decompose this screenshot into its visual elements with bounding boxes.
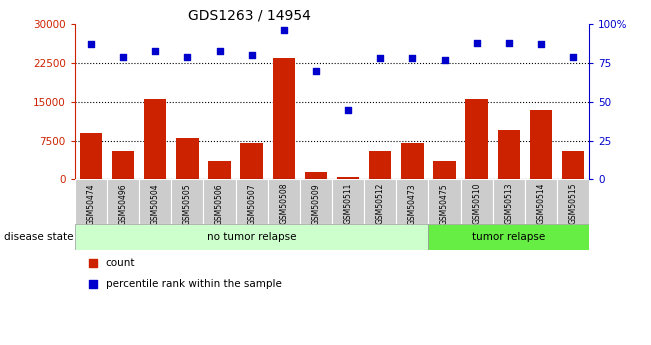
Bar xyxy=(530,110,552,179)
Bar xyxy=(107,179,139,224)
Point xyxy=(311,68,321,73)
Bar xyxy=(332,179,364,224)
Text: GSM50474: GSM50474 xyxy=(87,183,96,225)
Bar xyxy=(300,179,332,224)
Point xyxy=(471,40,482,46)
Text: GSM50509: GSM50509 xyxy=(311,183,320,225)
Text: no tumor relapse: no tumor relapse xyxy=(207,232,296,242)
Text: GSM50505: GSM50505 xyxy=(183,183,192,225)
Text: GDS1263 / 14954: GDS1263 / 14954 xyxy=(188,9,311,23)
Bar xyxy=(401,143,424,179)
Bar xyxy=(434,161,456,179)
Bar xyxy=(139,179,171,224)
Point xyxy=(375,56,385,61)
Text: GSM50510: GSM50510 xyxy=(472,183,481,225)
Bar xyxy=(557,179,589,224)
Bar xyxy=(428,179,461,224)
Text: GSM50508: GSM50508 xyxy=(279,183,288,225)
Bar xyxy=(75,179,107,224)
Text: tumor relapse: tumor relapse xyxy=(472,232,546,242)
Text: GSM50496: GSM50496 xyxy=(118,183,128,225)
Bar xyxy=(465,99,488,179)
Bar xyxy=(396,179,428,224)
Bar xyxy=(171,179,203,224)
Bar xyxy=(562,151,585,179)
Bar xyxy=(525,179,557,224)
Point xyxy=(568,54,578,59)
Text: GSM50514: GSM50514 xyxy=(536,183,546,225)
Text: GSM50515: GSM50515 xyxy=(568,183,577,225)
Bar xyxy=(428,224,589,250)
Point xyxy=(182,54,193,59)
Text: GSM50512: GSM50512 xyxy=(376,183,385,224)
Bar xyxy=(305,172,327,179)
Bar xyxy=(208,161,230,179)
Bar xyxy=(236,179,268,224)
Bar xyxy=(497,130,520,179)
Point xyxy=(490,168,501,174)
Bar xyxy=(461,179,493,224)
Point xyxy=(247,52,257,58)
Bar xyxy=(79,133,102,179)
Bar xyxy=(369,151,391,179)
Text: GSM50506: GSM50506 xyxy=(215,183,224,225)
Point xyxy=(150,48,160,53)
Bar xyxy=(268,179,300,224)
Point xyxy=(504,40,514,46)
Bar xyxy=(75,224,428,250)
Text: percentile rank within the sample: percentile rank within the sample xyxy=(105,279,282,289)
Bar xyxy=(493,179,525,224)
Point xyxy=(536,41,546,47)
Bar xyxy=(240,143,263,179)
Text: GSM50473: GSM50473 xyxy=(408,183,417,225)
Point xyxy=(118,54,128,59)
Point xyxy=(343,107,353,112)
Point xyxy=(439,57,450,62)
Text: GSM50504: GSM50504 xyxy=(151,183,159,225)
Bar xyxy=(364,179,396,224)
Text: disease state: disease state xyxy=(4,232,74,242)
Bar xyxy=(176,138,199,179)
Text: GSM50507: GSM50507 xyxy=(247,183,256,225)
Point xyxy=(407,56,417,61)
Text: GSM50475: GSM50475 xyxy=(440,183,449,225)
Point xyxy=(214,48,225,53)
Bar xyxy=(337,177,359,179)
Text: GSM50511: GSM50511 xyxy=(344,183,353,224)
Point xyxy=(279,28,289,33)
Point xyxy=(86,41,96,47)
Text: count: count xyxy=(105,258,135,268)
Bar xyxy=(203,179,236,224)
Text: GSM50513: GSM50513 xyxy=(505,183,513,225)
Bar xyxy=(112,151,134,179)
Bar xyxy=(273,58,295,179)
Bar xyxy=(144,99,167,179)
